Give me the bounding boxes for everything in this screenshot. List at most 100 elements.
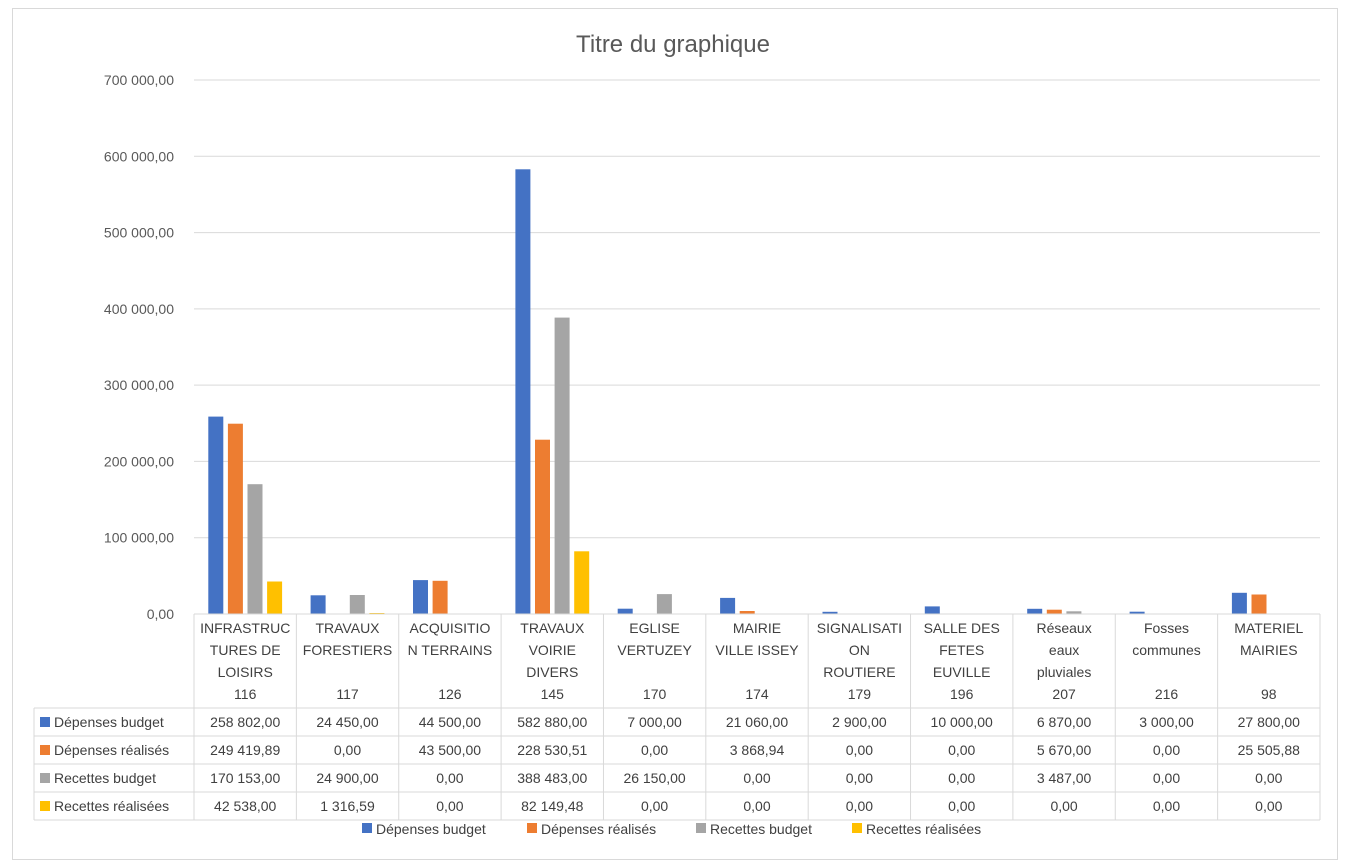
legend-swatch	[362, 823, 372, 833]
data-label: 3 000,00	[1139, 714, 1194, 730]
table-legend-key	[40, 801, 50, 811]
data-label: 24 450,00	[316, 714, 378, 730]
bar	[247, 484, 263, 614]
data-label: 26 150,00	[623, 770, 685, 786]
legend-label: Recettes réalisées	[866, 821, 981, 837]
x-tick-label: eaux	[1049, 642, 1079, 658]
category-code: 170	[643, 686, 667, 702]
bar	[739, 611, 755, 614]
x-tick-label: EGLISE	[629, 620, 680, 636]
x-tick-label: EUVILLE	[933, 664, 991, 680]
x-tick-label: VILLE ISSEY	[715, 642, 799, 658]
table-series-name: Recettes réalisées	[54, 798, 169, 814]
data-label: 0,00	[334, 742, 361, 758]
y-tick-label: 600 000,00	[104, 148, 174, 164]
bar	[924, 606, 940, 614]
table-legend-key	[40, 717, 50, 727]
bar	[515, 169, 531, 615]
y-tick-label: 700 000,00	[104, 72, 174, 88]
bar	[1046, 609, 1062, 614]
data-label: 388 483,00	[517, 770, 587, 786]
data-label: 42 538,00	[214, 798, 276, 814]
data-label: 0,00	[436, 798, 463, 814]
legend-swatch	[527, 823, 537, 833]
data-label: 170 153,00	[210, 770, 280, 786]
bar	[1251, 594, 1267, 614]
category-code: 117	[336, 686, 359, 702]
data-label: 0,00	[1050, 798, 1077, 814]
data-label: 249 419,89	[210, 742, 280, 758]
x-tick-label: Réseaux	[1036, 620, 1091, 636]
x-tick-label: TRAVAUX	[315, 620, 380, 636]
data-label: 0,00	[1153, 770, 1180, 786]
data-label: 3 868,94	[730, 742, 785, 758]
data-label: 258 802,00	[210, 714, 280, 730]
x-tick-label: TURES DE	[210, 642, 281, 658]
x-tick-label: TRAVAUX	[520, 620, 585, 636]
x-tick-label: VOIRIE	[529, 642, 576, 658]
x-tick-label: pluviales	[1037, 664, 1091, 680]
data-label: 10 000,00	[931, 714, 993, 730]
data-label: 5 670,00	[1037, 742, 1092, 758]
x-tick-label: SALLE DES	[924, 620, 1000, 636]
table-series-name: Dépenses réalisés	[54, 742, 169, 758]
x-tick-label: MAIRIES	[1240, 642, 1298, 658]
bar	[574, 551, 590, 614]
data-label: 3 487,00	[1037, 770, 1092, 786]
category-code: 145	[541, 686, 565, 702]
x-tick-label: ON	[849, 642, 870, 658]
category-code: 116	[234, 686, 257, 702]
data-label: 0,00	[743, 798, 770, 814]
data-label: 0,00	[641, 742, 668, 758]
x-tick-label: FORESTIERS	[303, 642, 392, 658]
data-label: 0,00	[436, 770, 463, 786]
data-label: 0,00	[1255, 798, 1282, 814]
legend-swatch	[696, 823, 706, 833]
y-tick-label: 0,00	[147, 606, 174, 622]
data-label: 0,00	[948, 798, 975, 814]
bar	[432, 580, 448, 614]
x-tick-label: INFRASTRUC	[200, 620, 290, 636]
legend-label: Recettes budget	[710, 821, 812, 837]
data-label: 21 060,00	[726, 714, 788, 730]
x-tick-label: communes	[1132, 642, 1200, 658]
data-label: 0,00	[1153, 798, 1180, 814]
legend-swatch	[852, 823, 862, 833]
data-label: 44 500,00	[419, 714, 481, 730]
x-tick-label: MAIRIE	[733, 620, 781, 636]
data-label: 82 149,48	[521, 798, 583, 814]
x-tick-label: VERTUZEY	[617, 642, 692, 658]
bar	[227, 423, 243, 614]
x-tick-label: Fosses	[1144, 620, 1189, 636]
category-code: 174	[745, 686, 769, 702]
data-label: 6 870,00	[1037, 714, 1092, 730]
data-label: 1 316,59	[320, 798, 375, 814]
data-label: 0,00	[641, 798, 668, 814]
y-tick-label: 300 000,00	[104, 377, 174, 393]
bar	[656, 594, 672, 614]
table-series-name: Recettes budget	[54, 770, 156, 786]
data-label: 0,00	[846, 798, 873, 814]
data-label: 0,00	[846, 770, 873, 786]
legend-label: Dépenses réalisés	[541, 821, 656, 837]
data-label: 0,00	[846, 742, 873, 758]
x-tick-label: FETES	[939, 642, 984, 658]
x-tick-label: N TERRAINS	[408, 642, 493, 658]
bar	[617, 608, 633, 614]
bar	[535, 439, 550, 614]
table-series-name: Dépenses budget	[54, 714, 164, 730]
chart-frame	[12, 8, 1338, 860]
y-tick-label: 500 000,00	[104, 225, 174, 241]
data-label: 43 500,00	[419, 742, 481, 758]
x-tick-label: ACQUISITIO	[409, 620, 490, 636]
table-legend-key	[40, 745, 50, 755]
table-legend-key	[40, 773, 50, 783]
x-tick-label: ROUTIERE	[823, 664, 895, 680]
bar	[267, 581, 283, 614]
category-code: 179	[848, 686, 872, 702]
x-tick-label: MATERIEL	[1234, 620, 1303, 636]
data-label: 228 530,51	[517, 742, 587, 758]
data-label: 2 900,00	[832, 714, 887, 730]
data-label: 0,00	[948, 742, 975, 758]
